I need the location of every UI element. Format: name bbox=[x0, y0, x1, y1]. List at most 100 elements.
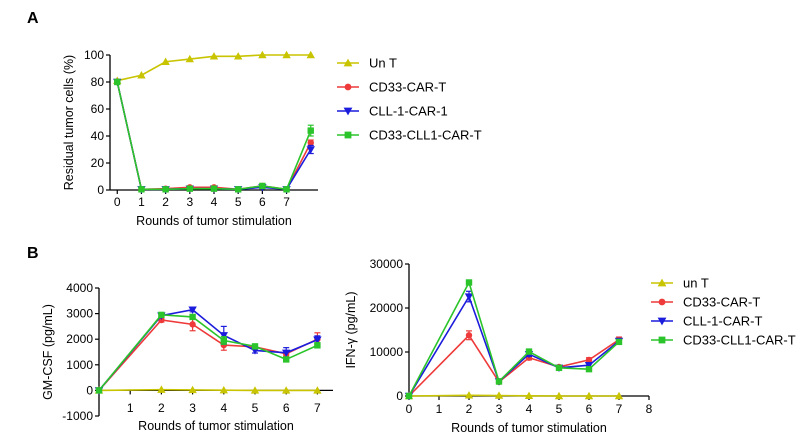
data-point bbox=[464, 391, 474, 399]
x-tick-label: 6 bbox=[259, 195, 266, 209]
data-point bbox=[495, 378, 503, 385]
x-tick-label: 2 bbox=[162, 195, 169, 209]
data-point bbox=[283, 356, 290, 363]
x-tick-label: 2 bbox=[158, 401, 165, 415]
y-tick-label: 0 bbox=[396, 389, 403, 403]
legend-swatch-marker bbox=[657, 278, 667, 287]
y-axis-label: GM-CSF (pg/mL) bbox=[41, 304, 55, 400]
chart-gm-csf: -1000 0 1000 2000 3000 4000 1 2 3 4 5 6 7 Rounds of t… bbox=[41, 281, 333, 433]
series-line bbox=[408, 294, 620, 397]
legend-label: un T bbox=[683, 276, 709, 291]
legend-swatch-marker bbox=[657, 317, 667, 326]
y-axis-label: Residual tumor cells (%) bbox=[62, 55, 76, 190]
data-point bbox=[525, 348, 533, 355]
data-point bbox=[584, 391, 594, 400]
y-tick-label: 2000 bbox=[66, 332, 93, 346]
data-point bbox=[188, 385, 197, 394]
data-point bbox=[307, 127, 314, 134]
data-point bbox=[585, 365, 593, 373]
legend-item-cd33-car-t: CD33-CAR-T bbox=[651, 295, 760, 310]
legend-item-cd33-car-t: CD33-CAR-T bbox=[337, 80, 446, 95]
legend-label: CLL-1-CAR-1 bbox=[369, 104, 448, 119]
x-tick-label: 5 bbox=[252, 401, 259, 415]
data-point bbox=[209, 52, 219, 60]
y-tick-label: 20 bbox=[91, 156, 105, 170]
data-point bbox=[210, 185, 218, 192]
panel-label-a: A bbox=[27, 10, 39, 27]
legend-swatch-marker bbox=[343, 107, 353, 116]
y-tick-label: 10000 bbox=[370, 345, 404, 359]
data-point bbox=[306, 146, 315, 154]
series-line bbox=[408, 280, 620, 397]
series-line bbox=[116, 81, 312, 191]
data-point bbox=[219, 385, 228, 394]
panel-label-b: B bbox=[27, 245, 39, 262]
legend-item-cll-1-car-1: CLL-1-CAR-1 bbox=[337, 104, 448, 119]
data-point bbox=[251, 343, 259, 350]
series-cll-1-car-1 bbox=[113, 78, 315, 194]
data-point bbox=[186, 185, 194, 192]
legend-label: CD33-CLL1-CAR-T bbox=[683, 333, 796, 348]
data-point bbox=[614, 391, 624, 400]
series-cll-1-car-t bbox=[404, 290, 624, 401]
x-tick-label: 7 bbox=[283, 195, 290, 209]
series-line bbox=[116, 81, 312, 191]
data-point bbox=[314, 342, 321, 349]
chart-residual-tumor-cells: 0 20 40 60 80 100 0 1 2 3 4 5 6 7 Rounds of tumor stim… bbox=[62, 48, 482, 228]
x-tick-label: 4 bbox=[526, 402, 533, 416]
data-point bbox=[189, 313, 196, 321]
series-cd33-car-t bbox=[114, 78, 314, 193]
x-tick-label: 5 bbox=[235, 195, 242, 209]
y-axis-label: IFN-γ (pg/mL) bbox=[344, 291, 358, 368]
y-tick-label: 0 bbox=[97, 183, 104, 197]
data-point bbox=[306, 50, 315, 59]
data-point bbox=[185, 54, 195, 63]
data-point bbox=[158, 311, 165, 319]
y-tick-label: 40 bbox=[91, 129, 105, 143]
legend-item-un-t: Un T bbox=[337, 56, 397, 71]
y-tick-label: 0 bbox=[86, 383, 93, 397]
x-tick-label: 7 bbox=[314, 401, 321, 415]
series-cd33-cll1-car-t bbox=[114, 78, 314, 193]
legend-item-un-t: un T bbox=[651, 276, 709, 291]
legend-swatch-marker bbox=[658, 298, 666, 306]
x-tick-label: 0 bbox=[406, 402, 413, 416]
data-point bbox=[189, 321, 196, 328]
data-point bbox=[161, 57, 170, 65]
legend-item-cd33-cll1-car-t: CD33-CLL1-CAR-T bbox=[337, 128, 482, 143]
legend-item-cll-1-car-t: CLL-1-CAR-T bbox=[651, 314, 763, 329]
data-point bbox=[220, 337, 227, 344]
data-point bbox=[283, 186, 290, 193]
x-tick-label: 1 bbox=[436, 402, 443, 416]
y-tick-label: 4000 bbox=[66, 281, 93, 295]
x-tick-label: 0 bbox=[114, 195, 121, 209]
data-point bbox=[234, 186, 242, 193]
data-point bbox=[465, 332, 473, 339]
y-tick-label: 60 bbox=[91, 102, 105, 116]
x-tick-label: 3 bbox=[186, 195, 193, 209]
x-tick-label: 6 bbox=[586, 402, 593, 416]
data-point bbox=[114, 78, 121, 86]
legend-label: CD33-CLL1-CAR-T bbox=[369, 128, 482, 143]
data-point bbox=[233, 52, 243, 60]
data-point bbox=[464, 293, 474, 301]
legend-label: Un T bbox=[369, 56, 397, 71]
x-tick-label: 2 bbox=[466, 402, 473, 416]
data-point bbox=[313, 336, 322, 344]
x-tick-label: 3 bbox=[189, 401, 196, 415]
data-point bbox=[282, 386, 291, 394]
data-point bbox=[554, 391, 564, 400]
legend-swatch-marker bbox=[344, 83, 352, 91]
x-axis-label: Rounds of tumor stimulation bbox=[136, 214, 292, 228]
data-point bbox=[555, 364, 563, 372]
data-point bbox=[282, 50, 291, 59]
legend-label: CD33-CAR-T bbox=[683, 295, 760, 310]
series-line bbox=[116, 81, 312, 191]
x-axis-label: Rounds of tumor stimulation bbox=[138, 419, 294, 433]
x-axis-label: Rounds of tumor stimulation bbox=[451, 421, 607, 435]
y-tick-label: 100 bbox=[84, 48, 104, 62]
data-point bbox=[307, 139, 314, 146]
x-tick-label: 6 bbox=[283, 401, 290, 415]
data-point bbox=[585, 356, 593, 364]
